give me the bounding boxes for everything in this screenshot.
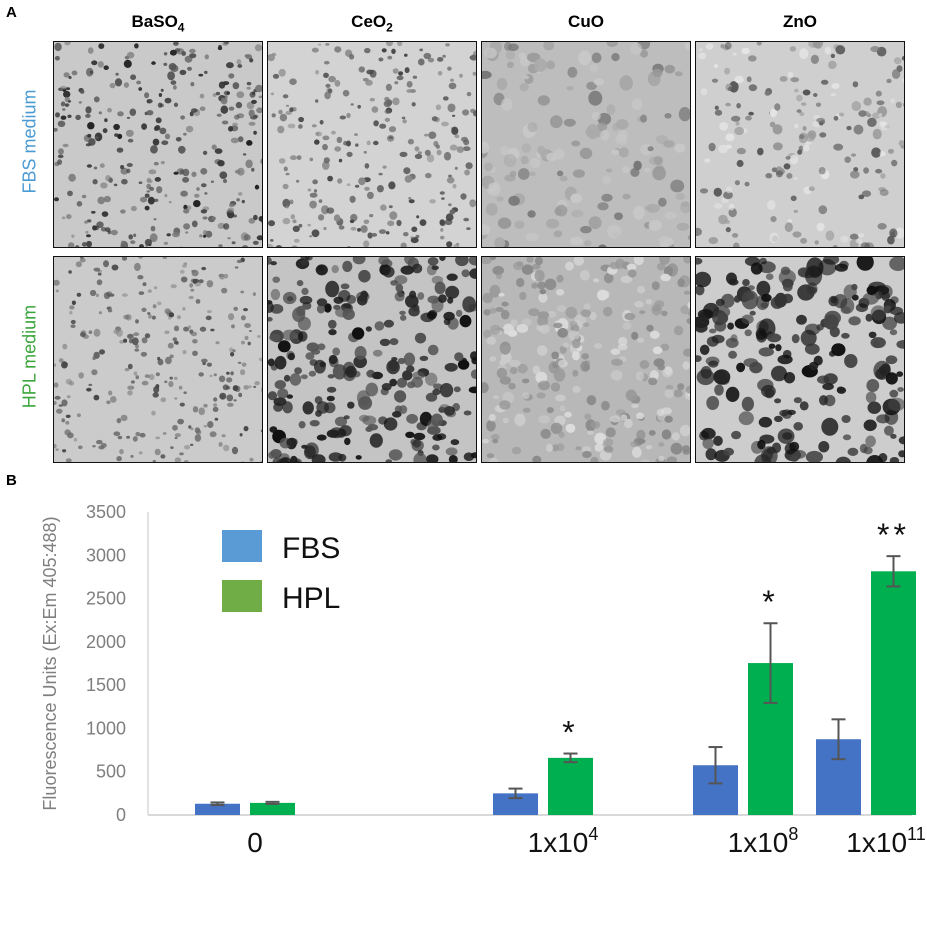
micrograph-ceo2-hpl [267, 256, 477, 463]
significance-marker-3: ** [877, 517, 910, 553]
significance-marker-1: * [562, 715, 578, 751]
x-tick-label-0: 0 [247, 827, 263, 858]
column-title-ceo2: CeO2 [351, 12, 393, 35]
micrograph-cuo-fbs [481, 41, 691, 248]
y-axis-label: Fluorescence Units (Ex:Em 405:488) [40, 516, 60, 810]
y-tick-label: 500 [96, 762, 126, 782]
column-title-baso4: BaSO4 [131, 12, 185, 35]
micrograph-baso4-hpl [53, 256, 263, 463]
y-tick-label: 2000 [86, 632, 126, 652]
micrograph-baso4-fbs [53, 41, 263, 248]
bar-hpl-0 [250, 802, 295, 815]
y-tick-label: 1000 [86, 718, 126, 738]
y-tick-label: 3500 [86, 502, 126, 522]
y-tick-label: 1500 [86, 675, 126, 695]
x-tick-label-2: 1x108 [728, 824, 799, 858]
panel-a-letter: A [6, 4, 17, 21]
significance-marker-2: * [762, 584, 778, 620]
bar-fbs-1 [493, 793, 538, 815]
y-tick-label: 0 [116, 805, 126, 825]
micrograph-zno-hpl [695, 256, 905, 463]
y-tick-label: 2500 [86, 589, 126, 609]
y-tick-label: 3000 [86, 545, 126, 565]
micrograph-ceo2-fbs [267, 41, 477, 248]
legend-swatch-hpl [222, 580, 262, 612]
column-title-cuo: CuO [568, 12, 604, 31]
bar-hpl-3 [871, 571, 916, 815]
x-tick-label-3: 1x1011 [846, 824, 925, 858]
row-label-fbs-medium: FBS medium [19, 89, 40, 194]
legend-label-fbs: FBS [282, 532, 340, 565]
micrograph-zno-fbs [695, 41, 905, 248]
x-tick-label-1: 1x104 [528, 824, 599, 858]
row-label-hpl-medium: HPL medium [19, 304, 40, 409]
fluorescence-bar-chart: 0 500 1000 1500 2000 2500 3000 3500 Fluorescence… [40, 502, 926, 858]
column-title-zno: ZnO [783, 12, 817, 31]
legend-swatch-fbs [222, 530, 262, 562]
panel-b-letter: B [6, 472, 17, 489]
legend-label-hpl: HPL [282, 582, 340, 615]
bar-hpl-1 [548, 757, 593, 815]
bar-fbs-0 [195, 803, 240, 815]
micrograph-cuo-hpl [481, 256, 691, 463]
